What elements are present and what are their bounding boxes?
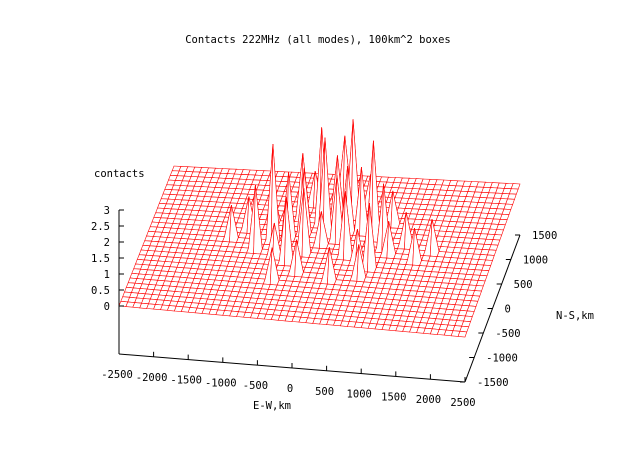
surface-cell xyxy=(510,183,521,190)
z-tick-label: 3 xyxy=(104,205,110,217)
surface-cell xyxy=(464,310,475,317)
x-axis-label: E-W,km xyxy=(253,400,291,412)
surface-cell xyxy=(501,208,512,215)
surface-cell xyxy=(459,325,470,333)
x-tick-label: 1500 xyxy=(381,391,406,403)
y-tick-label: 0 xyxy=(505,304,511,316)
x-tick-label: 0 xyxy=(287,383,293,395)
surface-cell xyxy=(485,254,495,261)
x-tick-label: 1000 xyxy=(347,389,372,401)
x-tick-label: 2000 xyxy=(416,394,441,406)
surface-cell xyxy=(492,234,503,241)
x-tick-label: -500 xyxy=(243,380,268,392)
z-axis-label: contacts xyxy=(94,168,145,180)
surface-cell xyxy=(488,244,499,251)
surface-cell xyxy=(470,295,481,302)
surface-cell xyxy=(474,285,484,292)
surface-cell xyxy=(472,290,482,297)
surface-cell xyxy=(468,300,479,307)
z-tick-label: 0 xyxy=(104,301,110,313)
surface-cell xyxy=(496,224,506,231)
surface-cell xyxy=(490,239,501,246)
surface-cell xyxy=(505,198,515,205)
surface-cell xyxy=(503,203,514,210)
axes: 32.521.510.50-2500 -2000 -1500 -1000 -500 0 50… xyxy=(91,205,557,409)
surface-cell xyxy=(463,315,473,323)
surface-cell xyxy=(477,274,488,282)
z-tick-label: 1 xyxy=(104,269,110,281)
chart-title: Contacts 222MHz (all modes), 100km^2 box… xyxy=(185,34,451,46)
y-axis-label: N-S,km xyxy=(556,310,594,322)
z-tick-label: 2 xyxy=(104,237,110,249)
y-tick-label: 1000 xyxy=(523,255,548,267)
y-tick-label: -500 xyxy=(495,328,520,340)
surface-cell xyxy=(497,218,508,226)
x-tick-label: 2500 xyxy=(450,397,475,409)
x-tick-label: 500 xyxy=(315,386,334,398)
z-tick-label: 0.5 xyxy=(91,285,110,297)
surface-cell xyxy=(507,193,517,200)
y-tick-label: 1500 xyxy=(532,230,557,242)
surface-cell xyxy=(479,269,490,277)
surface-cell xyxy=(481,264,492,272)
y-tick-label: 500 xyxy=(514,279,533,291)
surface-cell xyxy=(483,259,493,266)
z-tick-label: 2.5 xyxy=(91,221,110,233)
surface-mesh xyxy=(118,119,521,338)
surface-cell xyxy=(461,320,471,328)
z-tick-label: 1.5 xyxy=(91,253,110,265)
surface-cell xyxy=(457,330,468,338)
surface-cell xyxy=(499,213,510,221)
surface-cell xyxy=(508,188,519,195)
surface-cell xyxy=(486,249,497,256)
y-tick-label: -1500 xyxy=(477,377,509,389)
y-tick-label: -1000 xyxy=(486,353,518,365)
x-tick-label: -1500 xyxy=(170,375,202,387)
surface-cell xyxy=(494,229,504,236)
surface-cell xyxy=(466,305,477,312)
x-tick-label: -1000 xyxy=(205,377,237,389)
x-tick-label: -2000 xyxy=(136,372,168,384)
x-tick-label: -2500 xyxy=(101,369,133,381)
surface-cell xyxy=(475,280,486,287)
